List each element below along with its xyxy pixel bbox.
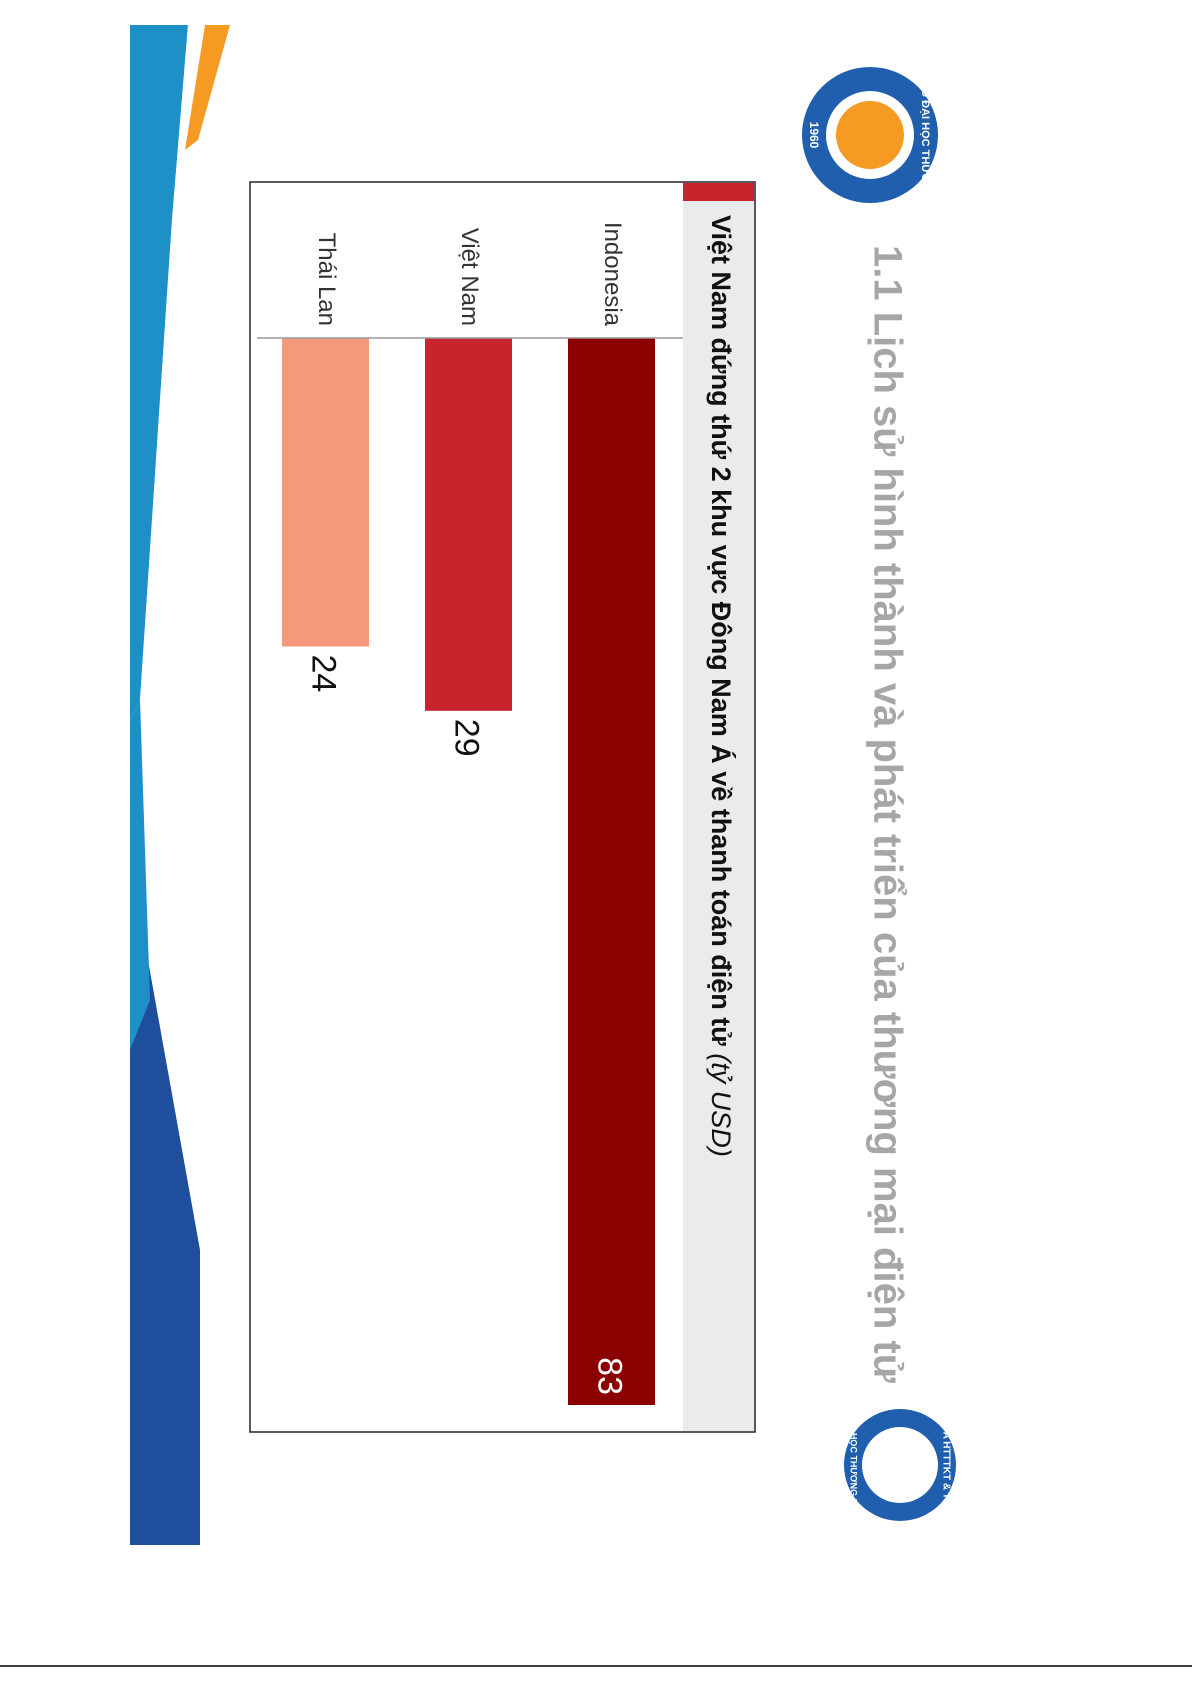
slide-title: 1.1 Lịch sử hình thành và phát triển của… xyxy=(865,245,909,1383)
chart-title-band xyxy=(683,183,754,1431)
logo-text: ĐẠI HỌC THƯƠNG MẠI xyxy=(849,1415,859,1515)
decor-gap xyxy=(140,25,196,710)
category-label: Indonesia xyxy=(599,222,626,327)
logo-inner xyxy=(862,1427,938,1503)
logo-center xyxy=(836,101,904,169)
chart-subtitle: (tỷ USD) xyxy=(706,1053,736,1157)
bar xyxy=(568,338,655,1405)
chart-title-main: Việt Nam đứng thứ 2 khu vực Đông Nam Á v… xyxy=(706,215,737,1046)
category-label: Việt Nam xyxy=(456,228,483,326)
bar xyxy=(282,338,369,647)
logo-year: 1960 xyxy=(807,122,821,149)
decor-orange xyxy=(185,25,230,150)
faculty-logo: KHOA HTTTKT & TMĐT ĐẠI HỌC THƯƠNG MẠI xyxy=(844,1409,956,1521)
slide-content: 1.1 Lịch sử hình thành và phát triển của… xyxy=(249,181,909,1433)
decor-blue-dark xyxy=(130,860,200,1545)
university-logo: TRƯỜNG ĐẠI HỌC THƯƠNG MẠI 1960 xyxy=(802,47,938,223)
bar xyxy=(425,338,512,711)
logo-text: KHOA HTTTKT & TMĐT xyxy=(940,1409,951,1520)
decor-blue-mid xyxy=(130,700,150,1050)
value-label: 29 xyxy=(448,719,486,757)
value-label: 83 xyxy=(591,1357,629,1395)
chart-title: Việt Nam đứng thứ 2 khu vực Đông Nam Á v… xyxy=(706,215,737,1157)
category-label: Thái Lan xyxy=(313,233,340,326)
value-label: 24 xyxy=(305,655,343,693)
title-accent xyxy=(683,183,754,201)
logo-text: TRƯỜNG ĐẠI HỌC THƯƠNG MẠI xyxy=(919,47,932,222)
decor-blue-light xyxy=(130,25,188,720)
